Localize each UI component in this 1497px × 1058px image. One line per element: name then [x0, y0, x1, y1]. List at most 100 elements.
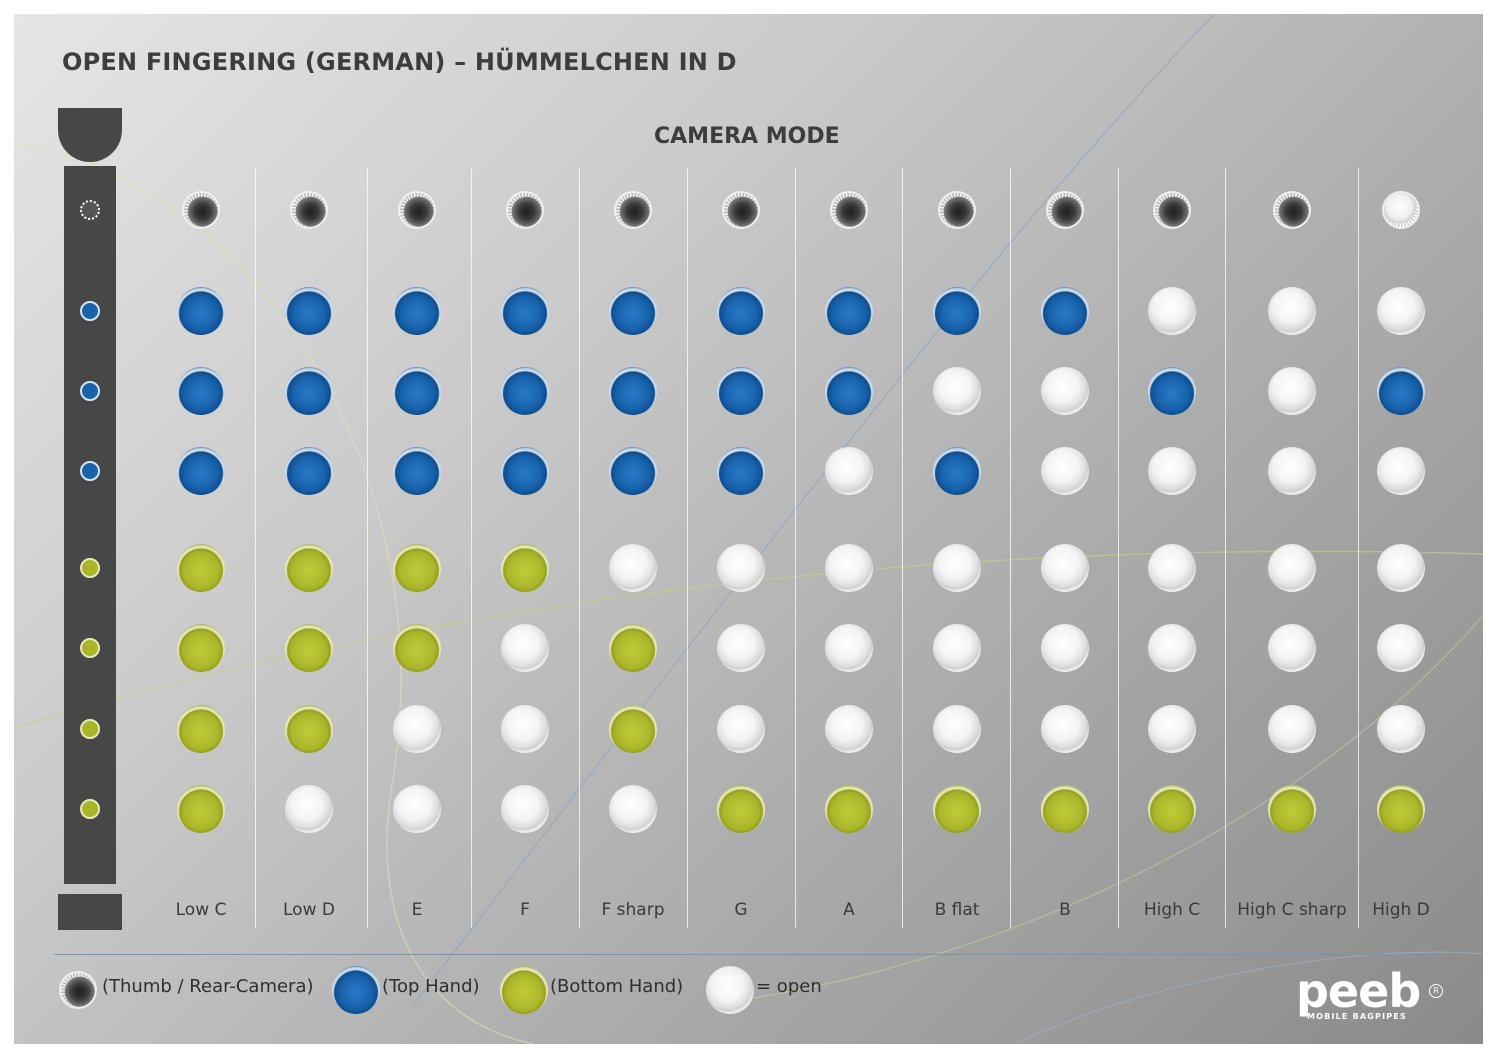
hole-open: [1041, 705, 1089, 753]
hole-bottom-hand: [285, 705, 333, 753]
column-divider: [579, 168, 580, 928]
note-label: High C sharp: [1237, 900, 1347, 920]
hole-top-hand: [717, 447, 765, 495]
hole-open: [1268, 287, 1316, 335]
legend: (Thumb / Rear-Camera) (Top Hand) (Bottom…: [54, 966, 854, 1014]
note-label: High D: [1372, 900, 1430, 920]
note-label: Low D: [283, 900, 335, 920]
hole-bottom-hand: [609, 624, 657, 672]
hole-open: [285, 785, 333, 833]
legend-top-hand-label: (Top Hand): [382, 976, 480, 997]
hole-open: [1148, 624, 1196, 672]
hole-top-hand: [393, 367, 441, 415]
note-label: G: [734, 900, 748, 920]
legend-divider: [54, 954, 1444, 955]
note-label: B: [1059, 900, 1071, 920]
thumb-hole-covered: [1048, 193, 1082, 227]
hole-top-hand: [717, 287, 765, 335]
hole-open: [1268, 705, 1316, 753]
hole-open: [1268, 367, 1316, 415]
hole-open: [1041, 447, 1089, 495]
chanter-hole-top3: [80, 461, 100, 481]
page-title: OPEN FINGERING (GERMAN) – HÜMMELCHEN IN …: [62, 48, 737, 76]
column-divider: [1358, 168, 1359, 928]
column-divider: [1010, 168, 1011, 928]
column-divider: [902, 168, 903, 928]
hole-open: [501, 624, 549, 672]
legend-open-label: = open: [756, 976, 822, 997]
hole-bottom-hand: [393, 624, 441, 672]
hole-bottom-hand: [1148, 785, 1196, 833]
chanter-hole-bottom1: [80, 558, 100, 578]
hole-top-hand: [933, 287, 981, 335]
hole-bottom-hand: [177, 785, 225, 833]
hole-open: [933, 544, 981, 592]
hole-open: [1148, 287, 1196, 335]
hole-open: [1041, 544, 1089, 592]
legend-thumb-icon: [61, 973, 95, 1007]
hole-open: [1268, 544, 1316, 592]
thumb-hole-covered: [724, 193, 758, 227]
hole-bottom-hand: [933, 785, 981, 833]
thumb-hole-covered: [184, 193, 218, 227]
hole-bottom-hand: [1268, 785, 1316, 833]
thumb-hole-covered: [292, 193, 326, 227]
hole-top-hand: [501, 367, 549, 415]
hole-top-hand: [177, 287, 225, 335]
hole-open: [501, 785, 549, 833]
hole-open: [1268, 447, 1316, 495]
legend-open-icon: [706, 966, 754, 1014]
hole-top-hand: [285, 287, 333, 335]
hole-open: [933, 705, 981, 753]
hole-top-hand: [501, 447, 549, 495]
column-divider: [471, 168, 472, 928]
hole-top-hand: [825, 287, 873, 335]
hole-top-hand: [609, 287, 657, 335]
hole-bottom-hand: [717, 785, 765, 833]
hole-open: [933, 367, 981, 415]
hole-bottom-hand: [825, 785, 873, 833]
hole-open: [1377, 624, 1425, 672]
column-divider: [1225, 168, 1226, 928]
hole-bottom-hand: [1041, 785, 1089, 833]
hole-open: [825, 544, 873, 592]
thumb-hole-covered: [508, 193, 542, 227]
hole-open: [609, 785, 657, 833]
note-label: F: [520, 900, 530, 920]
thumb-hole-covered: [616, 193, 650, 227]
hole-open: [1377, 705, 1425, 753]
hole-bottom-hand: [609, 705, 657, 753]
registered-mark: R: [1429, 984, 1443, 998]
hole-bottom-hand: [501, 544, 549, 592]
chanter-hole-bottom3: [80, 719, 100, 739]
chart-canvas: OPEN FINGERING (GERMAN) – HÜMMELCHEN IN …: [14, 14, 1483, 1044]
thumb-hole-covered: [1155, 193, 1189, 227]
hole-open: [1148, 705, 1196, 753]
hole-open: [393, 785, 441, 833]
hole-top-hand: [1377, 367, 1425, 415]
hole-top-hand: [609, 367, 657, 415]
mode-label: CAMERA MODE: [654, 124, 840, 149]
hole-bottom-hand: [177, 544, 225, 592]
chanter-hole-bottom2: [80, 638, 100, 658]
column-divider: [1118, 168, 1119, 928]
legend-thumb-label: (Thumb / Rear-Camera): [102, 976, 314, 997]
note-label: B flat: [934, 900, 980, 920]
column-divider: [687, 168, 688, 928]
legend-bottom-hand-icon: [500, 966, 548, 1014]
hole-top-hand: [177, 367, 225, 415]
hole-top-hand: [501, 287, 549, 335]
column-divider: [367, 168, 368, 928]
thumb-hole-covered: [400, 193, 434, 227]
note-label: Low C: [175, 900, 227, 920]
hole-open: [825, 624, 873, 672]
brand-tagline: MOBILE BAGPIPES: [1307, 1012, 1407, 1021]
note-label: A: [843, 900, 855, 920]
chanter-hole-bottom4: [80, 799, 100, 819]
hole-top-hand: [825, 367, 873, 415]
hole-open: [393, 705, 441, 753]
hole-open: [1148, 447, 1196, 495]
hole-bottom-hand: [177, 705, 225, 753]
hole-bottom-hand: [285, 624, 333, 672]
hole-top-hand: [285, 367, 333, 415]
